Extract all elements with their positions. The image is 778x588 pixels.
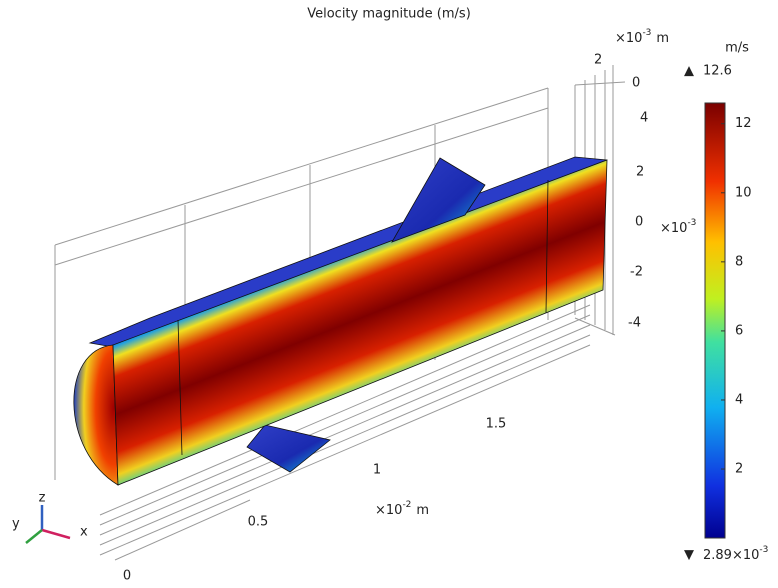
min-marker: ▼ [684, 548, 694, 563]
y-tick-label: 2 [594, 53, 602, 68]
triad-label: y [12, 517, 20, 532]
colorbar-max: 12.6 [703, 64, 732, 79]
inlet-pipe [391, 157, 486, 243]
colorbar-tick-label: 2 [735, 462, 743, 477]
unit-exponent: -3 [687, 218, 696, 228]
end-cap [73, 344, 119, 486]
z-tick-label: 2 [636, 165, 644, 180]
unit-base: ×10 [375, 503, 402, 518]
inlet-pipe [246, 424, 331, 473]
x-tick-label: 1.5 [486, 417, 507, 432]
triad: z x y [12, 491, 88, 544]
unit-base: ×10 [660, 221, 687, 236]
unit-exponent: -2 [402, 500, 411, 510]
x-tick-label: 0.5 [248, 515, 269, 530]
y-tick-label: 0 [632, 76, 640, 91]
colorbar-tick-label: 4 [735, 392, 743, 407]
x-tick-label: 0 [123, 569, 131, 584]
unit-base: ×10 [615, 31, 642, 46]
colorbar-tick-label: 8 [735, 254, 743, 269]
colorbar-tick-label: 10 [735, 185, 752, 200]
colorbar-tick-label: 12 [735, 116, 752, 131]
geometry [73, 156, 608, 486]
grid-lines [99, 304, 591, 561]
x-tick-label: 1 [373, 463, 381, 478]
z-tick-label: -4 [628, 316, 641, 331]
unit-name: m [416, 503, 429, 518]
triad-x [41, 528, 71, 540]
z-tick-label: 0 [635, 215, 643, 230]
colorbar-tick-label: 6 [735, 323, 743, 338]
colorbar-min: 2.89×10-3 [703, 545, 768, 563]
plot-title: Velocity magnitude (m/s) [307, 7, 471, 22]
triad-label: z [39, 491, 46, 506]
triad-y [25, 529, 43, 544]
x-axis-unit: ×10-2 m [375, 500, 429, 518]
z-tick-label: 4 [640, 111, 648, 126]
z-axis-unit: ×10-3 [660, 218, 696, 236]
colorbar [704, 102, 726, 539]
min-exponent: -3 [759, 545, 768, 555]
z-tick-label: -2 [630, 265, 643, 280]
min-mantissa: 2.89 [703, 548, 732, 563]
channel-face [112, 159, 608, 486]
unit-name: m [656, 31, 669, 46]
edge-line [177, 179, 549, 456]
max-marker: ▲ [684, 64, 694, 79]
unit-exponent: -3 [642, 28, 651, 38]
min-base: ×10 [732, 548, 759, 563]
triad-label: x [80, 525, 88, 540]
colorbar-unit: m/s [725, 41, 749, 56]
y-axis-unit: ×10-3 m [615, 28, 669, 46]
